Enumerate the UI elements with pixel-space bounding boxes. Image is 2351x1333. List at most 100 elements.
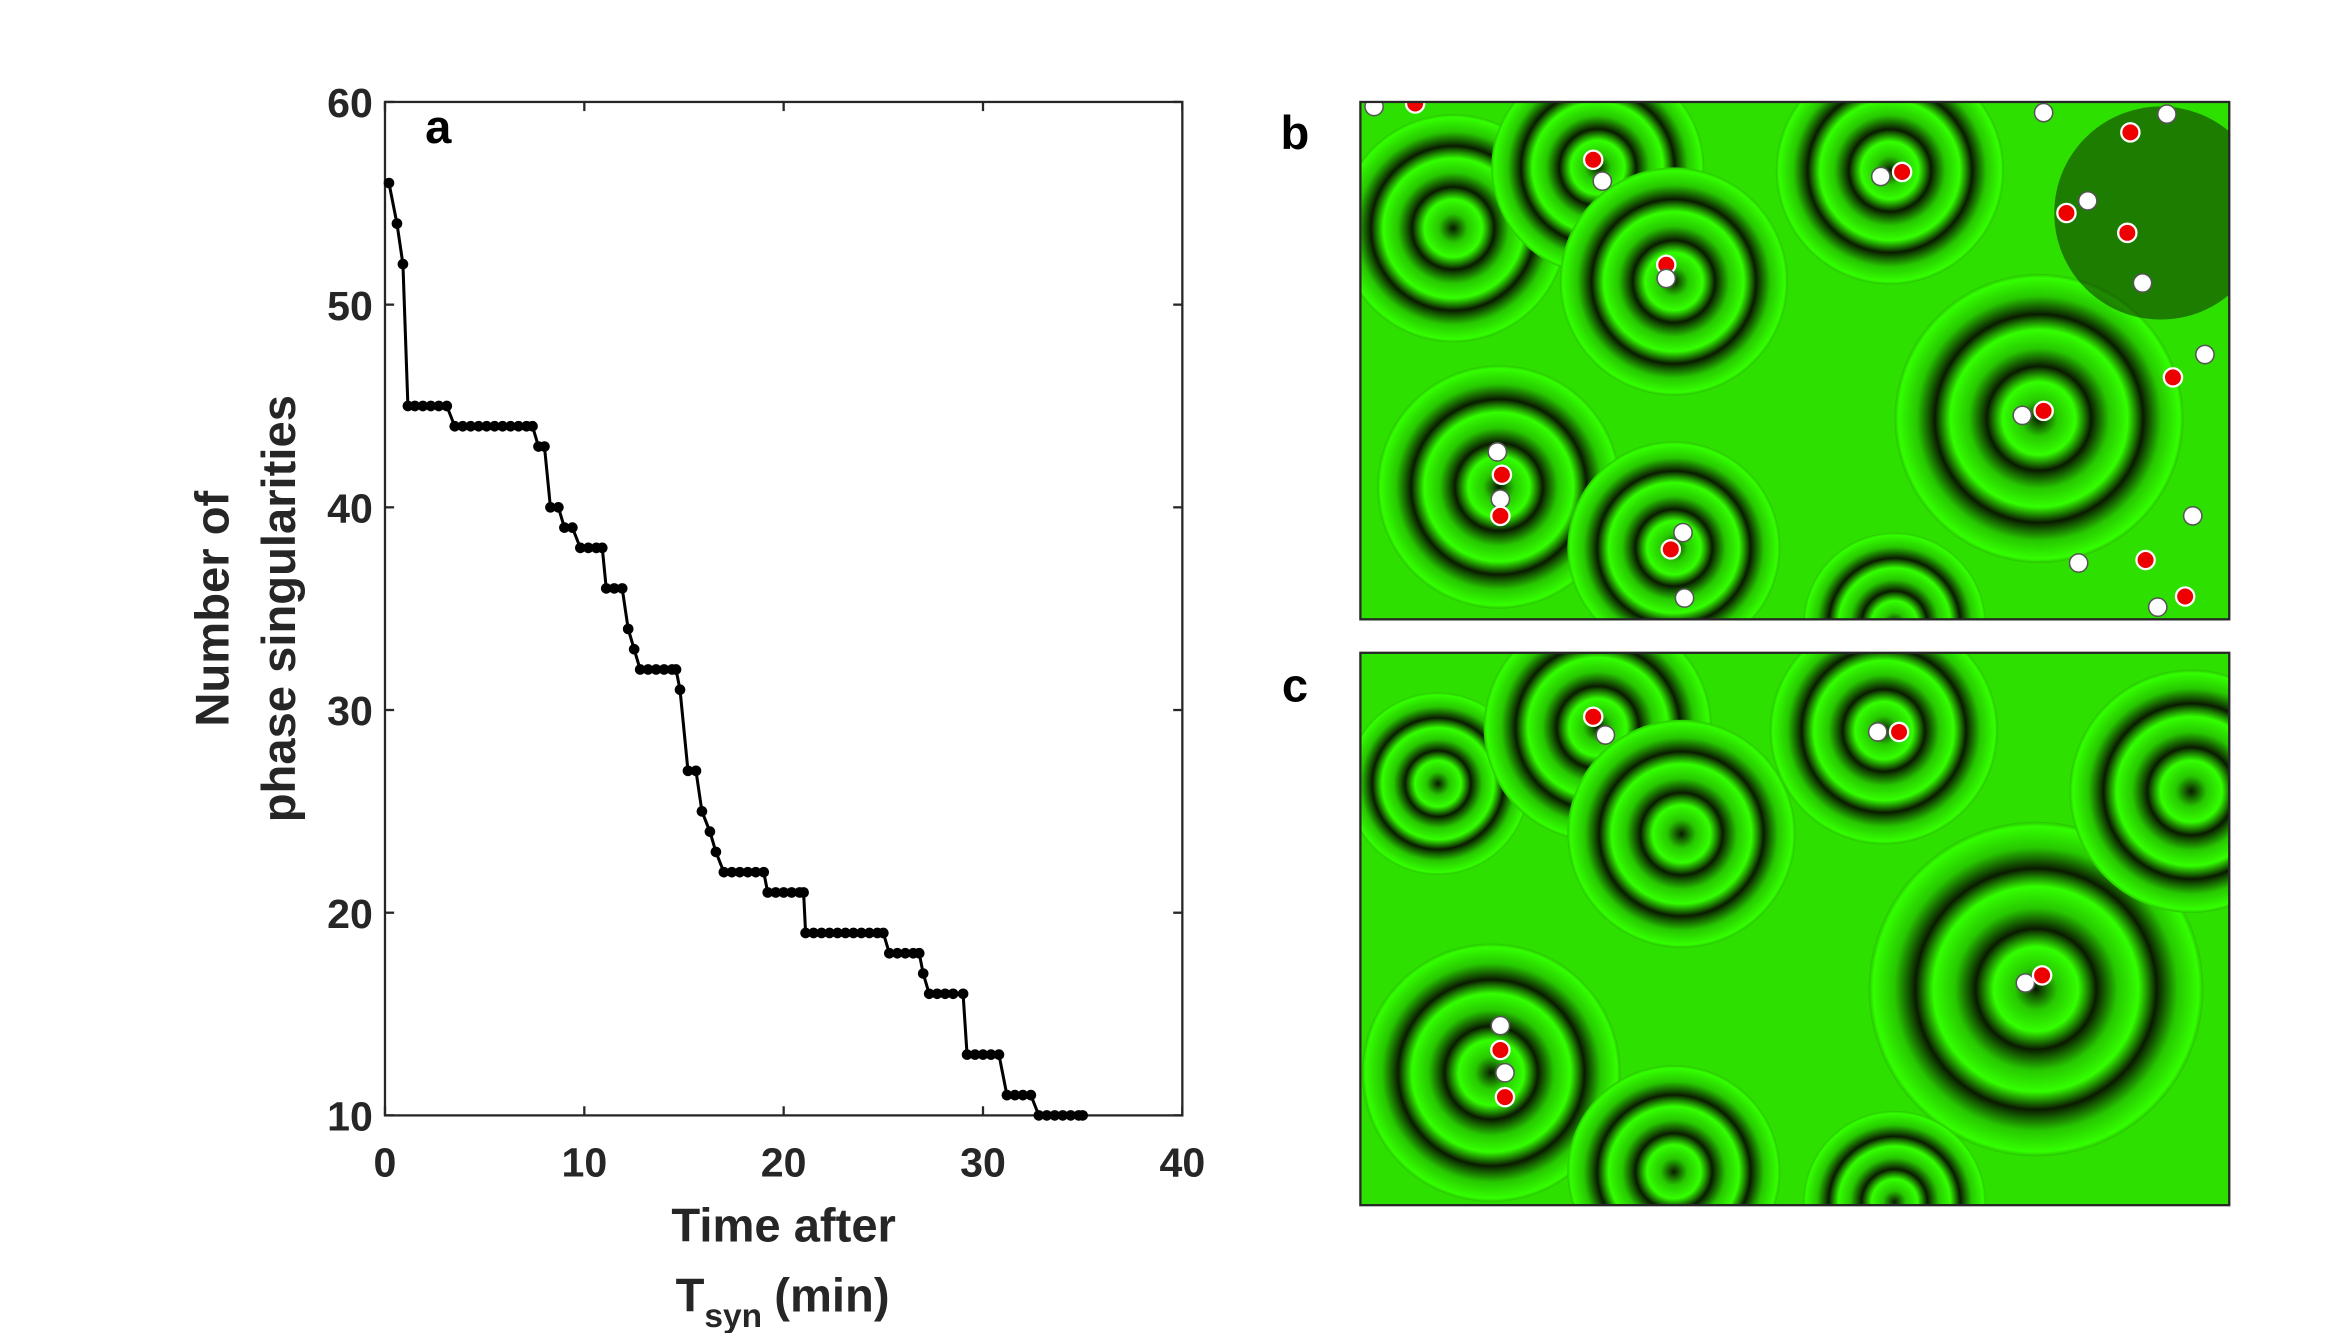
data-point (1077, 1110, 1089, 1121)
data-point (600, 583, 612, 594)
x-tick-label: 40 (1159, 1139, 1205, 1185)
pattern-image-b (1360, 101, 2230, 620)
data-point (441, 400, 453, 412)
data-point (575, 542, 586, 554)
data-point (616, 583, 628, 594)
data-point (778, 887, 789, 898)
data-point (750, 866, 762, 878)
data-point (1009, 1089, 1021, 1101)
data-point (513, 420, 524, 432)
data-point (397, 258, 409, 270)
data-point (628, 643, 640, 655)
data-point (832, 927, 843, 939)
data-point (1017, 1089, 1029, 1101)
x-tick-label: 20 (761, 1139, 807, 1185)
data-point (957, 988, 969, 1000)
data-point (848, 927, 859, 939)
data-point (1065, 1110, 1077, 1121)
data-point (690, 765, 702, 777)
x-axis-label-subscript: syn (704, 1298, 762, 1333)
data-point (786, 887, 797, 898)
data-point (417, 400, 429, 412)
data-point (864, 927, 875, 939)
data-point (481, 420, 492, 432)
data-point (758, 866, 770, 878)
data-point (704, 826, 716, 837)
data-point (1033, 1110, 1045, 1121)
data-point (899, 947, 911, 959)
x-axis-label-symbol: T (676, 1269, 705, 1322)
data-point (497, 420, 508, 432)
y-tick-label: 50 (327, 283, 373, 329)
data-point (527, 420, 538, 432)
data-point (642, 664, 654, 675)
singularity-markers (1490, 706, 2053, 1108)
data-point (674, 684, 686, 696)
data-point (582, 542, 594, 554)
y-tick-label: 30 (327, 688, 373, 734)
data-point (391, 218, 403, 229)
data-point (658, 664, 670, 675)
y-tick-label: 20 (327, 891, 373, 937)
data-point (969, 1049, 981, 1060)
data-point (634, 664, 646, 675)
data-point (682, 765, 694, 777)
data-point (985, 1049, 997, 1060)
data-point (742, 866, 754, 878)
data-point (891, 947, 903, 959)
data-point (808, 927, 819, 939)
panel-label: a (425, 100, 452, 153)
pattern-image-c (1360, 652, 2230, 1206)
x-axis-label: Tsyn (min) (676, 1269, 890, 1333)
x-tick-label: 30 (960, 1139, 1006, 1185)
data-point (856, 927, 867, 939)
data-point (1049, 1110, 1061, 1121)
data-point (710, 846, 722, 858)
data-point (1025, 1089, 1037, 1101)
data-point (1057, 1110, 1069, 1121)
data-point (473, 420, 485, 432)
y-tick-label: 60 (327, 80, 373, 126)
data-point (947, 988, 959, 1000)
data-point (800, 927, 811, 939)
panel-label: c (1282, 658, 1308, 711)
y-axis-label-line: phase singularities (252, 395, 305, 822)
y-axis-label: Number of phase singularities (185, 395, 305, 822)
x-axis-label: Time after (671, 1199, 896, 1252)
data-line (387, 182, 1083, 1117)
data-point (931, 988, 943, 1000)
data-point (596, 542, 608, 554)
data-point (923, 988, 935, 1000)
data-point (1001, 1089, 1013, 1101)
data-point (734, 866, 746, 878)
panel-frame (1359, 100, 2231, 621)
data-point (608, 583, 620, 594)
panel-frame (1359, 651, 2231, 1207)
data-point (449, 420, 461, 432)
panel-label: b (1281, 106, 1310, 159)
data-point (505, 420, 516, 432)
data-point (883, 947, 895, 959)
data-point (489, 420, 500, 432)
data-point (559, 522, 570, 533)
singularity-markers (1364, 101, 2215, 618)
data-point (993, 1049, 1005, 1060)
data-point (409, 400, 421, 412)
x-tick-label: 0 (374, 1139, 397, 1185)
data-point (567, 522, 578, 533)
x-tick-label: 10 (561, 1139, 607, 1185)
data-point (718, 866, 730, 878)
data-point (433, 400, 445, 412)
data-point (977, 1049, 989, 1060)
x-axis-label-unit: (min) (774, 1269, 889, 1322)
data-point (939, 988, 951, 1000)
data-point (878, 927, 889, 939)
data-point (650, 664, 662, 675)
plot-frame (383, 100, 1184, 1117)
data-point (622, 623, 634, 635)
data-point (840, 927, 851, 939)
data-point (553, 502, 564, 513)
data-point (545, 502, 556, 513)
y-tick-label: 40 (327, 486, 373, 532)
